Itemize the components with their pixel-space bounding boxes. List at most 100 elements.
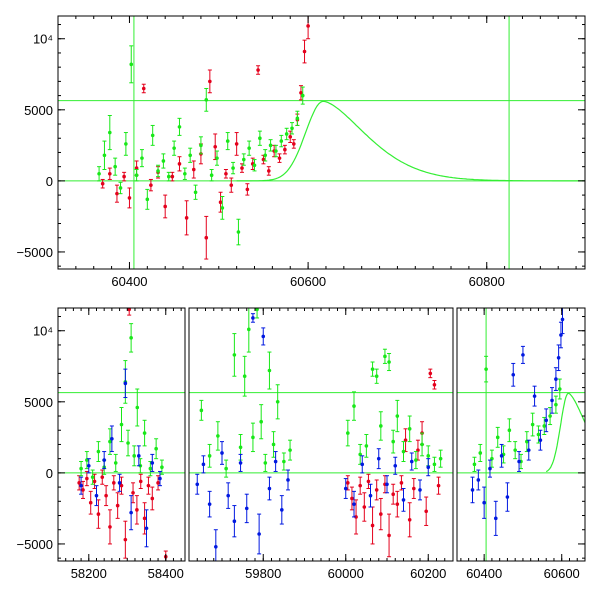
green-data-point: [267, 368, 272, 373]
red-data-point: [407, 517, 412, 522]
blue-data-point: [137, 454, 141, 458]
green-data-point: [288, 448, 292, 452]
red-data-point: [379, 512, 383, 516]
green-data-point: [119, 422, 124, 427]
blue-data-point: [273, 459, 278, 464]
bottom-data-points: [58, 308, 585, 561]
green-data-point: [282, 459, 286, 464]
green-data-point: [438, 456, 443, 461]
top-x-axis: 60400 60600 60800: [57, 16, 577, 289]
green-data-point: [247, 327, 251, 332]
green-data-point: [231, 166, 235, 170]
red-data-point: [100, 475, 105, 479]
blue-data-point: [102, 458, 106, 462]
green-data-point: [259, 419, 263, 424]
green-data-point: [525, 439, 529, 444]
blue-data-point: [550, 398, 554, 403]
blue-data-point: [556, 355, 561, 360]
green-data-point: [225, 139, 230, 143]
green-data-point: [216, 434, 220, 438]
y-tick-label: 10⁴: [33, 32, 53, 47]
blue-data-point: [238, 461, 243, 465]
blue-data-point: [393, 463, 398, 468]
green-data-point: [536, 432, 541, 437]
green-data-point: [124, 142, 128, 146]
y-tick-label: 5000: [24, 103, 53, 118]
red-data-point: [100, 181, 105, 186]
top-reference-lines: [58, 16, 585, 269]
red-data-point: [234, 142, 239, 146]
green-data-point: [284, 132, 289, 136]
green-data-point: [177, 125, 182, 129]
red-data-point: [122, 174, 126, 179]
green-data-point: [507, 428, 512, 433]
red-data-point: [283, 147, 287, 152]
top-model-curve: [236, 100, 585, 182]
bottom-segment-1: [58, 308, 185, 561]
red-data-point: [391, 492, 395, 496]
blue-data-point: [286, 478, 290, 482]
green-data-point: [150, 133, 155, 138]
blue-data-point: [158, 476, 162, 481]
red-data-point: [123, 537, 128, 542]
green-data-point: [387, 360, 391, 364]
green-data-point: [160, 465, 164, 469]
green-data-point: [252, 163, 257, 168]
green-data-point: [113, 461, 118, 465]
green-data-point: [215, 156, 219, 160]
green-data-point: [113, 164, 117, 169]
red-data-point: [112, 481, 116, 485]
green-data-point: [166, 174, 171, 179]
blue-data-point: [559, 333, 563, 337]
blue-data-point: [470, 488, 475, 492]
blue-data-point: [207, 502, 212, 506]
blue-data-point: [544, 418, 549, 423]
red-data-point: [428, 371, 433, 376]
x-tick-label: 60400: [111, 274, 147, 289]
red-data-point: [141, 86, 146, 91]
x-tick-label: 60400: [466, 566, 502, 581]
green-data-point: [554, 402, 558, 407]
blue-data-point: [110, 436, 114, 441]
red-data-point: [432, 382, 437, 387]
green-data-point: [96, 449, 101, 454]
red-data-point: [399, 481, 404, 485]
green-data-point: [134, 173, 139, 177]
blue-data-point: [226, 493, 230, 498]
red-data-point: [240, 166, 244, 170]
red-data-point: [256, 68, 260, 72]
blue-data-point: [94, 493, 99, 498]
blue-data-point: [538, 438, 543, 442]
green-data-point: [290, 126, 294, 131]
green-data-point: [407, 427, 412, 431]
bottom-segment-frame: [188, 307, 454, 562]
green-data-point: [145, 197, 150, 202]
green-data-point: [420, 442, 424, 447]
green-data-point: [352, 404, 356, 408]
bottom-segment-3: [457, 308, 585, 561]
red-data-point: [127, 196, 132, 200]
red-data-point: [350, 496, 354, 501]
red-data-point: [403, 438, 408, 442]
red-data-point: [302, 49, 307, 54]
red-data-point: [374, 488, 379, 492]
green-data-point: [271, 442, 276, 447]
green-data-point: [268, 143, 273, 148]
green-data-point: [263, 153, 268, 158]
green-data-point: [132, 454, 136, 458]
green-data-point: [374, 374, 379, 379]
red-data-point: [229, 183, 234, 187]
blue-data-point: [499, 454, 504, 458]
x-tick-label: 60600: [544, 566, 580, 581]
blue-data-point: [554, 377, 558, 381]
x-tick-label: 58400: [148, 566, 184, 581]
blue-data-point: [86, 463, 91, 468]
red-data-point: [362, 505, 367, 509]
red-data-point: [277, 156, 282, 160]
blue-data-point: [488, 466, 492, 471]
red-data-point: [77, 481, 81, 485]
green-data-point: [247, 146, 251, 150]
x-tick-label: 59800: [245, 566, 281, 581]
red-data-point: [424, 509, 428, 514]
green-data-point: [478, 451, 483, 455]
